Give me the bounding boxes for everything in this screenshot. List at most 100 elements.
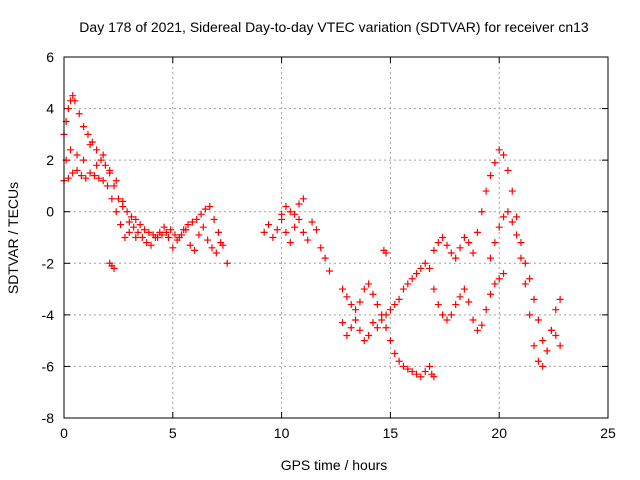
data-point <box>127 213 135 221</box>
data-point <box>156 228 164 236</box>
data-point <box>373 301 381 309</box>
data-point <box>104 182 112 190</box>
y-axis-label: SDTVAR / TECUs <box>5 182 21 294</box>
data-point <box>456 244 464 252</box>
data-point <box>386 306 394 314</box>
data-point <box>260 228 268 236</box>
series-trace-h <box>339 259 508 345</box>
data-point <box>530 342 538 350</box>
data-point <box>504 166 512 174</box>
data-point <box>395 357 403 365</box>
data-point <box>171 231 179 239</box>
data-point <box>369 319 377 327</box>
data-point <box>365 331 373 339</box>
y-tick-label: 2 <box>46 152 54 168</box>
data-point <box>343 293 351 301</box>
data-point <box>188 218 196 226</box>
data-point <box>500 270 508 278</box>
data-point <box>539 362 547 370</box>
data-point <box>291 223 299 231</box>
data-point <box>365 280 373 288</box>
data-point <box>208 244 216 252</box>
data-point <box>321 254 329 262</box>
chart-title: Day 178 of 2021, Sidereal Day-to-day VTE… <box>79 19 589 35</box>
grid <box>64 57 608 418</box>
data-point <box>352 316 360 324</box>
data-point <box>521 280 529 288</box>
data-point <box>184 221 192 229</box>
data-point <box>204 236 212 244</box>
data-point <box>391 350 399 358</box>
data-point <box>121 234 129 241</box>
y-tick-label: 4 <box>46 101 54 117</box>
data-point <box>80 156 88 164</box>
data-point <box>539 337 547 345</box>
data-point <box>352 306 360 314</box>
data-point <box>125 228 133 236</box>
data-point <box>299 228 307 236</box>
data-point <box>141 226 149 234</box>
data-point <box>99 151 107 159</box>
data-point <box>193 215 201 223</box>
data-point <box>421 259 429 267</box>
data-point <box>265 221 273 229</box>
data-point <box>97 156 105 164</box>
data-point <box>434 239 442 247</box>
data-point <box>162 228 170 236</box>
x-tick-label: 15 <box>383 425 399 441</box>
data-point <box>534 316 542 324</box>
data-point <box>443 316 451 324</box>
data-point <box>182 226 190 234</box>
data-point <box>69 169 77 177</box>
data-point <box>201 205 209 213</box>
data-point <box>67 146 75 154</box>
y-tick-label: -4 <box>42 307 55 323</box>
data-point <box>308 218 316 226</box>
data-point <box>119 197 127 205</box>
y-tick-label: -2 <box>42 255 55 271</box>
data-point <box>482 306 490 314</box>
data-point <box>143 239 151 247</box>
data-point <box>491 239 499 247</box>
data-point <box>478 321 486 329</box>
data-point <box>210 215 218 223</box>
data-point <box>206 203 214 211</box>
data-point <box>317 244 325 252</box>
data-point <box>278 210 286 218</box>
data-point <box>417 373 425 381</box>
data-point <box>430 285 438 293</box>
data-point <box>347 301 355 309</box>
data-point <box>547 326 555 334</box>
data-point <box>478 208 486 216</box>
data-point <box>160 223 168 231</box>
data-point <box>491 159 499 167</box>
data-point <box>214 228 222 236</box>
data-point <box>312 226 320 234</box>
data-point <box>101 161 109 169</box>
data-point <box>99 177 107 185</box>
data-point <box>186 241 194 249</box>
data-point <box>73 151 81 159</box>
data-point <box>93 161 101 169</box>
y-tick-label: -8 <box>42 410 55 426</box>
data-point <box>197 210 205 218</box>
data-point <box>108 195 116 203</box>
data-point <box>325 267 333 275</box>
data-point <box>421 368 429 376</box>
data-point <box>443 241 451 249</box>
data-point <box>430 246 438 254</box>
data-point <box>508 218 516 226</box>
data-point <box>399 362 407 370</box>
data-point <box>469 316 477 324</box>
plot-frame <box>63 56 609 419</box>
data-point <box>173 236 181 244</box>
data-point <box>86 141 94 149</box>
x-tick-label: 25 <box>600 425 616 441</box>
data-point <box>138 234 146 241</box>
data-point <box>195 231 203 239</box>
data-point <box>552 331 560 339</box>
data-point <box>508 187 516 195</box>
series-trace-j <box>486 208 564 370</box>
data-point <box>356 298 364 306</box>
data-point <box>447 249 455 257</box>
